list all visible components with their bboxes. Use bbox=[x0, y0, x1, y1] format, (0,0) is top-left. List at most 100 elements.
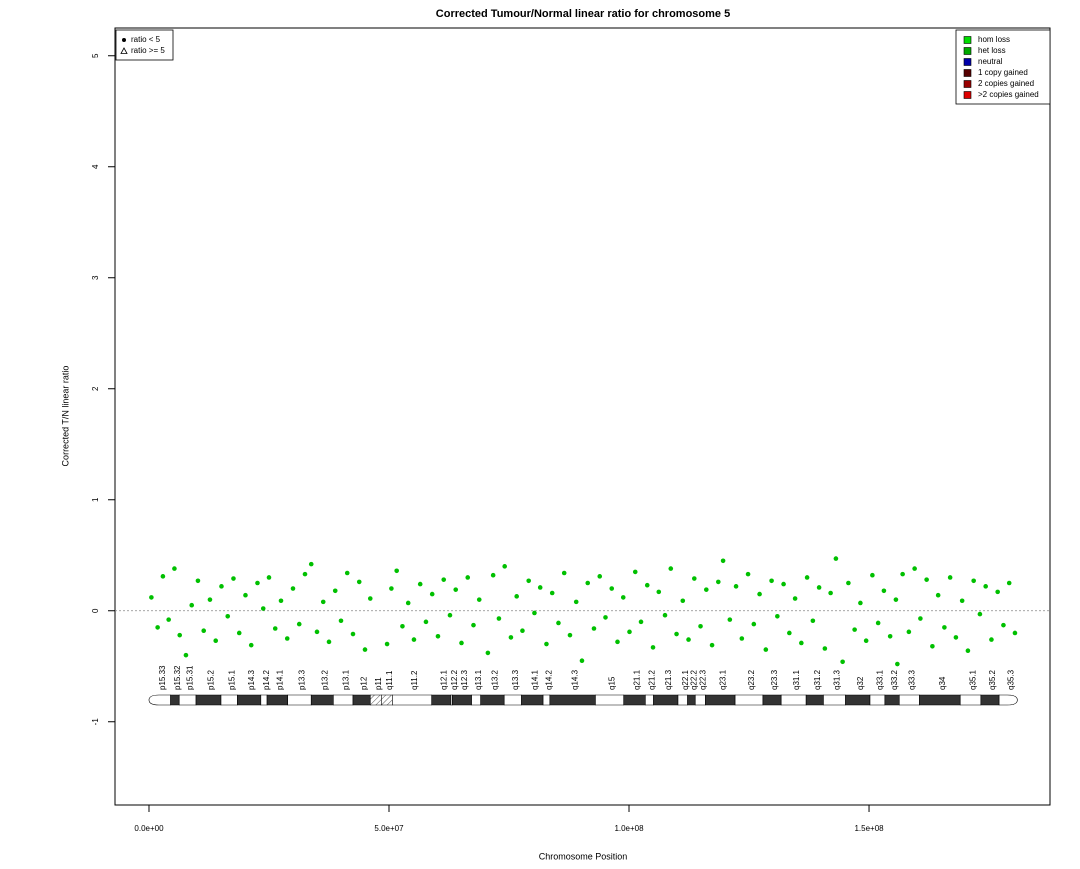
legend-label: 2 copies gained bbox=[978, 79, 1034, 88]
data-point bbox=[1006, 580, 1012, 586]
data-point bbox=[389, 586, 394, 591]
data-point bbox=[720, 558, 726, 564]
data-point bbox=[149, 595, 154, 600]
data-point bbox=[615, 639, 620, 645]
plot-frame bbox=[114, 27, 1051, 806]
band-label: q12.2 bbox=[450, 669, 459, 690]
band-label: p13.1 bbox=[341, 669, 350, 690]
chromosome-band bbox=[653, 694, 679, 706]
chromosome-band bbox=[845, 694, 871, 706]
data-point bbox=[822, 646, 828, 651]
data-point bbox=[255, 580, 260, 586]
data-point bbox=[344, 570, 350, 576]
data-point bbox=[840, 659, 845, 665]
data-point bbox=[441, 577, 447, 582]
data-point bbox=[1012, 630, 1018, 636]
chromosome-band bbox=[705, 694, 736, 706]
data-point bbox=[367, 596, 373, 601]
data-point bbox=[935, 592, 941, 598]
chromosome-band bbox=[919, 694, 961, 706]
data-point bbox=[225, 614, 231, 619]
band-label: q13.1 bbox=[474, 669, 483, 690]
data-point bbox=[514, 594, 519, 599]
data-point bbox=[751, 621, 757, 627]
data-point bbox=[508, 635, 514, 640]
band-label: q15 bbox=[608, 676, 617, 690]
data-point bbox=[656, 589, 662, 595]
data-point bbox=[338, 618, 344, 624]
data-point bbox=[983, 584, 988, 589]
data-point bbox=[709, 642, 715, 648]
band-label: q12.1 bbox=[439, 669, 448, 690]
chromosome-band bbox=[237, 694, 262, 706]
band-label: q11.1 bbox=[385, 670, 394, 690]
chromosome-band bbox=[178, 694, 197, 706]
band-label: p15.1 bbox=[227, 669, 236, 690]
data-point bbox=[537, 585, 543, 590]
chromosome-band bbox=[503, 694, 522, 706]
data-point bbox=[781, 581, 786, 587]
chromosome-band bbox=[898, 694, 920, 706]
band-label: q21.1 bbox=[633, 669, 642, 690]
data-point bbox=[703, 587, 709, 592]
band-label: q11.2 bbox=[410, 670, 419, 690]
data-point bbox=[627, 629, 632, 635]
data-point bbox=[733, 584, 739, 589]
band-label: q35.2 bbox=[988, 669, 997, 690]
legend-swatch bbox=[963, 47, 972, 55]
band-label: p14.3 bbox=[247, 669, 256, 690]
chromosome-band bbox=[521, 694, 544, 706]
chromosome-band bbox=[762, 694, 782, 706]
x-tick-label: 0.0e+00 bbox=[134, 824, 164, 833]
data-point bbox=[155, 625, 160, 630]
data-point bbox=[189, 602, 195, 608]
data-point bbox=[326, 639, 332, 645]
band-label: q33.3 bbox=[907, 669, 916, 690]
data-point bbox=[668, 566, 674, 571]
data-point bbox=[384, 641, 390, 647]
data-point bbox=[394, 568, 399, 574]
chromosome-band bbox=[310, 694, 334, 706]
data-point bbox=[549, 590, 555, 596]
data-point bbox=[213, 638, 219, 644]
legend-swatch bbox=[963, 69, 972, 77]
data-point bbox=[924, 577, 929, 582]
data-point bbox=[411, 637, 417, 642]
data-point bbox=[290, 586, 296, 591]
band-label: q23.3 bbox=[770, 669, 779, 690]
data-point bbox=[320, 599, 326, 605]
data-point bbox=[362, 647, 368, 652]
data-point bbox=[942, 625, 947, 630]
data-point bbox=[485, 650, 491, 656]
data-point bbox=[597, 574, 603, 579]
data-point bbox=[166, 617, 171, 622]
data-point bbox=[846, 580, 851, 586]
y-tick-label: 4 bbox=[91, 164, 100, 169]
legend-swatch bbox=[963, 80, 972, 88]
data-point bbox=[959, 598, 965, 604]
data-point bbox=[520, 628, 525, 634]
data-point bbox=[195, 578, 201, 584]
data-point bbox=[260, 606, 266, 611]
legend-swatch bbox=[963, 58, 972, 66]
chromosome-band bbox=[195, 694, 222, 706]
data-point bbox=[308, 561, 314, 567]
data-point bbox=[573, 599, 579, 605]
x-tick-label: 1.0e+08 bbox=[614, 824, 644, 833]
chromosome-band bbox=[471, 694, 481, 706]
band-label: q21.2 bbox=[648, 669, 657, 690]
band-label: q14.2 bbox=[545, 669, 554, 690]
data-point bbox=[476, 597, 482, 602]
chromosome-band bbox=[623, 694, 646, 706]
data-point bbox=[989, 637, 994, 642]
data-point bbox=[893, 597, 899, 602]
data-point bbox=[870, 572, 875, 578]
band-label: q23.1 bbox=[718, 669, 727, 690]
chromosome-band bbox=[677, 694, 688, 706]
data-point bbox=[219, 584, 224, 589]
data-point bbox=[490, 572, 496, 578]
data-point bbox=[243, 592, 248, 598]
chromosome-band bbox=[645, 694, 654, 706]
data-point bbox=[977, 611, 983, 617]
